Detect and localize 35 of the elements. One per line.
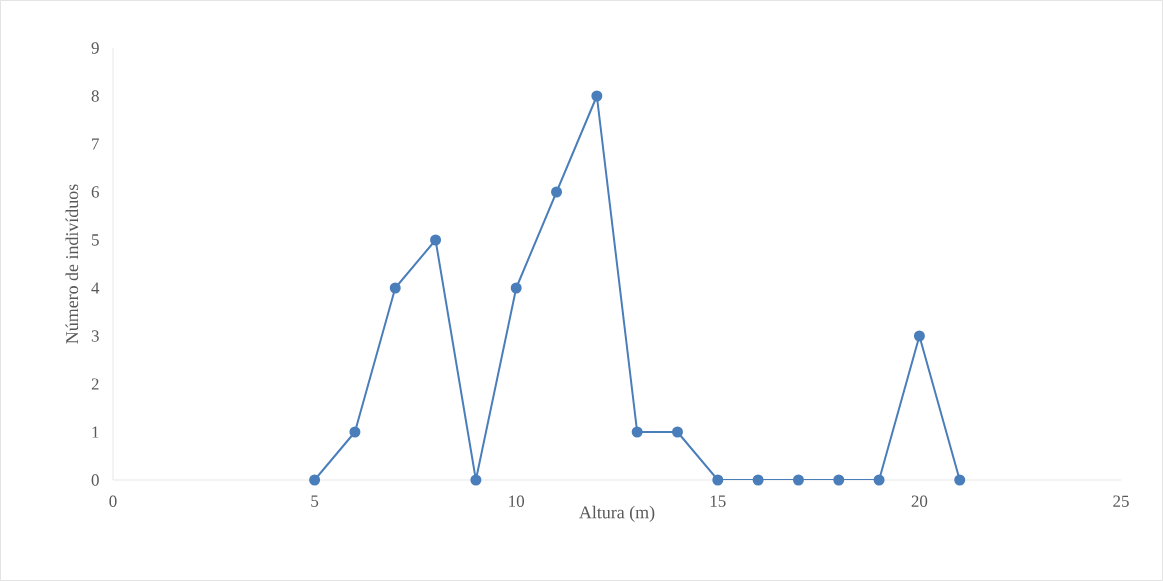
point — [631, 426, 643, 438]
y-tick-label: 5 — [92, 234, 99, 246]
point — [752, 474, 764, 486]
point — [833, 474, 845, 486]
y-tick-label: 3 — [91, 330, 99, 342]
point — [954, 474, 966, 486]
point — [873, 474, 885, 486]
y-tick-label: 9 — [91, 42, 99, 54]
x-axis-title: Altura (m) — [579, 505, 655, 523]
point — [510, 282, 522, 294]
point — [309, 474, 321, 486]
y-tick-label: 0 — [91, 474, 99, 486]
point — [349, 426, 361, 438]
y-tick-label: 6 — [91, 186, 99, 198]
point — [470, 474, 482, 486]
point — [671, 426, 683, 438]
point — [551, 186, 563, 198]
point — [591, 90, 603, 102]
x-tick-label: 20 — [911, 495, 928, 507]
y-tick-label: 1 — [92, 426, 99, 438]
point — [389, 282, 401, 294]
point — [792, 474, 804, 486]
y-tick-label: 7 — [92, 138, 99, 150]
point — [712, 474, 724, 486]
x-tick-label: 15 — [710, 495, 726, 507]
point — [913, 330, 925, 342]
y-tick-label: 4 — [91, 282, 100, 294]
y-axis-title: Número de indivíduos — [65, 184, 79, 344]
x-tick-label: 0 — [109, 495, 117, 507]
y-tick-label: 8 — [91, 90, 99, 102]
point — [430, 234, 442, 246]
x-tick-label: 25 — [1113, 495, 1129, 507]
x-tick-label: 10 — [509, 495, 525, 507]
x-tick-label: 5 — [311, 495, 319, 507]
y-tick-label: 2 — [91, 378, 99, 390]
